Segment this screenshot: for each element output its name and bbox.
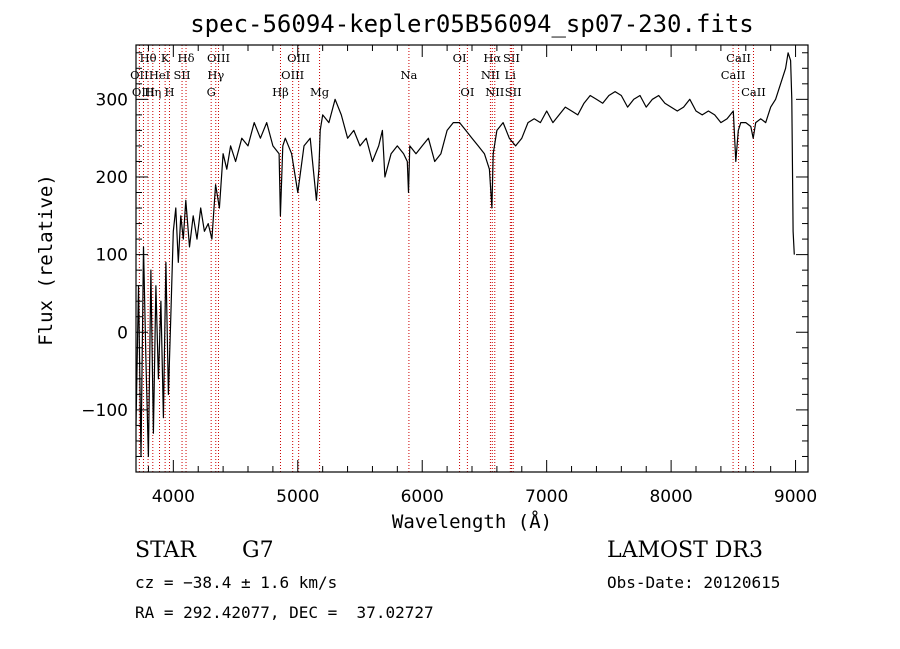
spectral-line-label: Hδ: [178, 51, 195, 65]
spectral-line-label: HeI: [149, 68, 170, 82]
spectral-line-label: CaII: [741, 85, 766, 99]
spectral-line-label: Na: [400, 68, 417, 82]
obs-date: Obs-Date: 20120615: [607, 573, 781, 592]
object-subclass: G7: [242, 538, 274, 563]
chart-title: spec-56094-kepler05B56094_sp07-230.fits: [190, 10, 754, 38]
spectral-line-label: SII: [174, 68, 191, 82]
spectral-line-label: OII: [130, 68, 149, 82]
x-tick-label: 6000: [401, 487, 444, 507]
x-tick-label: 5000: [276, 487, 319, 507]
spectral-line-label: OIII: [132, 85, 155, 99]
spectral-line-label: K: [161, 51, 170, 65]
spectral-line-label: CaII: [721, 68, 746, 82]
spectral-line-label: Hθ: [140, 51, 157, 65]
spectral-line-label: NII: [481, 68, 500, 82]
spectral-line-label: Hβ: [272, 85, 289, 99]
y-tick-label: 200: [96, 168, 128, 188]
y-tick-label: 0: [117, 323, 128, 343]
spectral-line-label: G: [207, 85, 216, 99]
spectral-line-label: OIII: [287, 51, 310, 65]
spectral-line-label: H: [164, 85, 174, 99]
spectral-line-label: SII: [505, 85, 522, 99]
y-tick-label: 100: [96, 246, 128, 266]
spectral-line-label: CaII: [726, 51, 751, 65]
redshift-readout: cz = −38.4 ± 1.6 km/s: [135, 573, 338, 592]
spectral-line-label: Li: [505, 68, 517, 82]
spectral-line-label: OIII: [207, 51, 230, 65]
spectral-line-label: SII: [503, 51, 520, 65]
x-tick-label: 7000: [525, 487, 568, 507]
spectrum-series-line: [135, 52, 795, 458]
spectral-line-label: NII: [485, 85, 504, 99]
x-tick-label: 4000: [152, 487, 195, 507]
coordinates: RA = 292.42077, DEC = 37.02727: [135, 603, 434, 622]
survey-name: LAMOST DR3: [607, 538, 763, 563]
y-tick-label: 300: [96, 90, 128, 110]
spectral-line-label: Hγ: [207, 68, 224, 82]
spectral-line-label: Hα: [483, 51, 501, 65]
object-class: STAR: [135, 538, 196, 563]
x-axis-label: Wavelength (Å): [392, 510, 552, 533]
x-tick-label: 9000: [774, 487, 817, 507]
spectral-line-label: OI: [453, 51, 467, 65]
spectral-line-label: Mg: [310, 85, 330, 99]
plot-frame: [135, 44, 809, 473]
y-tick-label: −100: [81, 401, 128, 421]
spectral-line-label: OIII: [281, 68, 304, 82]
spectral-line-label: Hη: [144, 85, 161, 99]
x-tick-label: 8000: [649, 487, 692, 507]
y-axis-label: Flux (relative): [35, 174, 57, 346]
spectral-line-label: OI: [460, 85, 474, 99]
